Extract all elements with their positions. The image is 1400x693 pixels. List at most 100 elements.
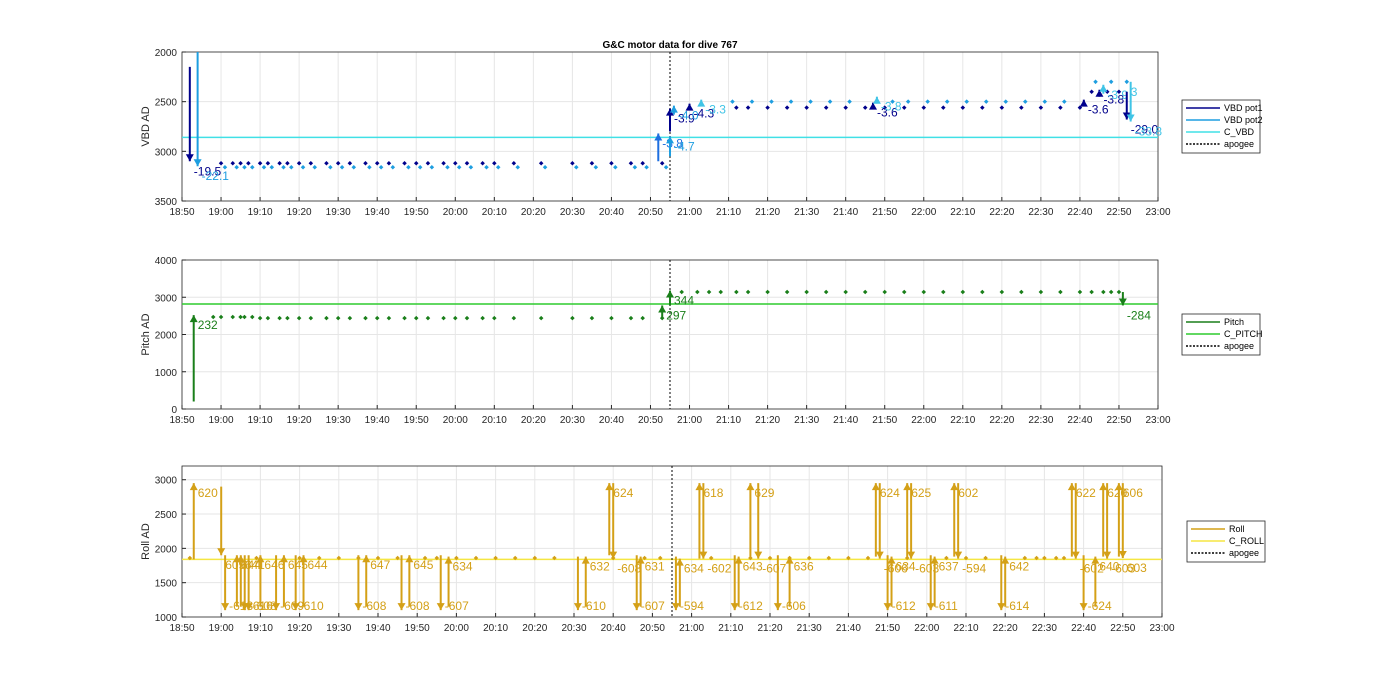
x-tick-label: 20:10 xyxy=(482,415,507,426)
y-tick-label: 2000 xyxy=(155,544,178,555)
data-point xyxy=(695,289,700,295)
y-tick-label: 2000 xyxy=(155,48,178,59)
arrow-head xyxy=(666,290,674,298)
panel-2: 18:50 19:00 19:10 19:20 19:30 19:40 19:50 20:00… xyxy=(140,256,1263,426)
data-point xyxy=(999,289,1005,295)
x-tick-label: 19:20 xyxy=(287,623,312,634)
data-point xyxy=(464,160,470,166)
data-point xyxy=(308,160,314,166)
x-tick-label: 19:40 xyxy=(365,207,390,218)
data-point xyxy=(823,289,829,295)
data-point xyxy=(657,555,663,561)
annotation-label: -284 xyxy=(1127,308,1151,322)
data-point xyxy=(336,555,342,561)
data-point xyxy=(734,289,739,295)
annotation-label: -612 xyxy=(892,599,916,613)
data-point xyxy=(706,289,712,295)
annotation-label: -606 xyxy=(782,599,806,613)
arrow-head xyxy=(1079,603,1088,611)
arrow-head xyxy=(871,483,880,491)
annotation-label: -602 xyxy=(1080,562,1104,576)
arrow-head xyxy=(636,556,645,564)
data-point xyxy=(963,555,969,561)
arrow-head xyxy=(1126,114,1135,122)
data-point xyxy=(1019,289,1024,295)
annotation-label: -607 xyxy=(445,599,469,613)
x-tick-label: 19:50 xyxy=(405,623,430,634)
data-point xyxy=(453,315,458,321)
x-tick-label: 19:50 xyxy=(404,415,429,426)
arrow-head xyxy=(397,603,406,611)
data-point xyxy=(296,160,302,166)
data-point xyxy=(826,555,832,561)
arrow-head xyxy=(671,603,680,611)
x-tick-label: 20:00 xyxy=(443,415,468,426)
arrow-head xyxy=(272,603,281,611)
annotation-label: -611 xyxy=(935,599,958,613)
data-point xyxy=(1101,289,1106,295)
arrow-head xyxy=(1118,298,1127,306)
data-point xyxy=(1038,105,1044,110)
x-tick-label: 21:50 xyxy=(875,623,900,634)
x-tick-label: 19:20 xyxy=(287,415,312,426)
annotation-label: -3.8 xyxy=(1103,93,1124,107)
arrow-head xyxy=(1118,550,1127,558)
data-point xyxy=(1089,89,1094,94)
x-tick-label: 22:10 xyxy=(950,207,975,218)
data-point xyxy=(316,555,322,561)
data-point xyxy=(308,315,314,321)
data-point xyxy=(628,315,634,321)
annotation-label: 642 xyxy=(1009,560,1029,574)
x-tick-label: 19:00 xyxy=(209,207,234,218)
data-point xyxy=(1124,79,1130,85)
x-tick-label: 22:50 xyxy=(1106,207,1131,218)
arrow-head xyxy=(362,555,371,563)
data-point xyxy=(328,164,333,170)
data-point xyxy=(1038,289,1044,295)
annotation-label: 602 xyxy=(958,486,978,500)
arrow-head xyxy=(754,551,763,559)
arrow-head xyxy=(954,551,963,559)
data-point xyxy=(609,315,614,321)
data-point xyxy=(374,160,380,166)
data-point xyxy=(784,289,790,295)
arrow-head xyxy=(291,603,300,611)
data-point xyxy=(1062,99,1067,104)
x-tick-label: 22:00 xyxy=(911,415,936,426)
data-point xyxy=(1108,289,1114,295)
x-tick-label: 23:00 xyxy=(1149,623,1174,634)
data-point xyxy=(285,315,290,321)
arrow-head xyxy=(875,551,884,559)
x-tick-label: 19:30 xyxy=(326,415,351,426)
data-point xyxy=(285,160,290,166)
arrow-head xyxy=(872,96,881,104)
arrow-head xyxy=(1071,551,1080,559)
arrow-head xyxy=(632,603,641,611)
annotation-label: -4.7 xyxy=(674,139,695,153)
annotation-label: -29.0 xyxy=(1131,123,1159,137)
data-point xyxy=(1116,89,1122,94)
x-tick-label: 22:20 xyxy=(989,415,1014,426)
x-tick-label: 21:20 xyxy=(757,623,782,634)
data-point xyxy=(374,315,380,321)
data-point xyxy=(230,314,236,320)
y-tick-label: 4000 xyxy=(155,256,178,267)
annotation-label: 643 xyxy=(743,560,763,574)
annotation-label: 232 xyxy=(198,318,218,332)
y-tick-label: 2500 xyxy=(155,98,178,109)
arrow-head xyxy=(699,551,708,559)
y-tick-label: 3000 xyxy=(155,147,178,158)
data-point xyxy=(983,555,988,561)
x-tick-label: 19:30 xyxy=(326,207,351,218)
annotation-label: -3.6 xyxy=(877,106,898,120)
arrow-head xyxy=(193,159,202,167)
data-point xyxy=(679,289,684,295)
data-point xyxy=(456,164,462,170)
x-tick-label: 19:10 xyxy=(248,207,273,218)
arrow-head xyxy=(299,555,308,563)
annotation-label: -3.8 xyxy=(662,136,683,150)
legend-label: VBD pot1 xyxy=(1224,103,1263,113)
x-tick-label: 20:20 xyxy=(521,207,546,218)
arrow-head xyxy=(217,548,226,556)
